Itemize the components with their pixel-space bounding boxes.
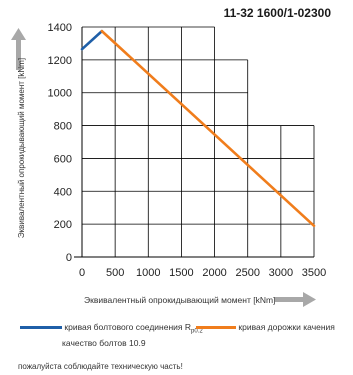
axis-arrows	[11, 28, 316, 307]
footnote: пожалуйста соблюдайте техническую часть!	[18, 362, 183, 371]
series-line-1	[100, 29, 316, 228]
y-axis-label: Эквивалентный опрокидывающий момент [kNm…	[17, 58, 26, 238]
y-tick-label: 600	[54, 153, 72, 165]
grid	[82, 26, 315, 257]
axes	[74, 27, 314, 258]
legend-raceway: кривая дорожки качения	[196, 322, 335, 333]
x-tick-label: 500	[106, 267, 124, 279]
legend-swatch-bolt	[20, 326, 62, 330]
legend-label-bolt-line2: качество болтов 10.9	[62, 337, 146, 348]
series	[80, 29, 316, 228]
y-axis-arrow	[16, 40, 21, 70]
x-axis-arrow-head	[303, 292, 316, 307]
y-axis-arrow-head	[11, 28, 26, 40]
legend-label-bolt-main: кривая болтового соединения R	[64, 322, 192, 332]
x-tick-label: 1500	[169, 267, 193, 279]
legend-label-bolt: кривая болтового соединения Rp0.2	[64, 322, 203, 335]
x-tick-label: 3000	[269, 267, 293, 279]
y-tick-label: 400	[54, 186, 72, 198]
tick-labels: 0 500 1000 1500 2000 2500 3000 3500 0 200 400 600 80…	[48, 22, 327, 279]
series-line-0	[80, 29, 104, 51]
y-tick-label: 1000	[48, 88, 72, 100]
legend-label-raceway: кривая дорожки качения	[238, 322, 335, 332]
y-tick-label: 800	[54, 121, 72, 133]
legend-bolt: кривая болтового соединения Rp0.2 качест…	[20, 322, 203, 349]
y-tick-label: 0	[66, 252, 72, 264]
x-tick-label: 0	[79, 267, 85, 279]
x-axis-label: Эквивалентный опрокидывающий момент [kNm…	[84, 295, 275, 305]
y-tick-label: 1200	[48, 55, 72, 67]
chart-title: 11-32 1600/1-02300	[223, 6, 331, 20]
legend-swatch-raceway	[196, 326, 236, 330]
x-tick-label: 1000	[136, 267, 160, 279]
y-tick-label: 1400	[48, 22, 72, 34]
x-tick-label: 3500	[302, 267, 326, 279]
y-tick-label: 200	[54, 219, 72, 231]
legend-label-bolt-sub: p0.2	[191, 328, 203, 335]
x-tick-label: 2000	[202, 267, 226, 279]
x-tick-label: 2500	[235, 267, 259, 279]
x-axis-arrow	[275, 297, 303, 302]
